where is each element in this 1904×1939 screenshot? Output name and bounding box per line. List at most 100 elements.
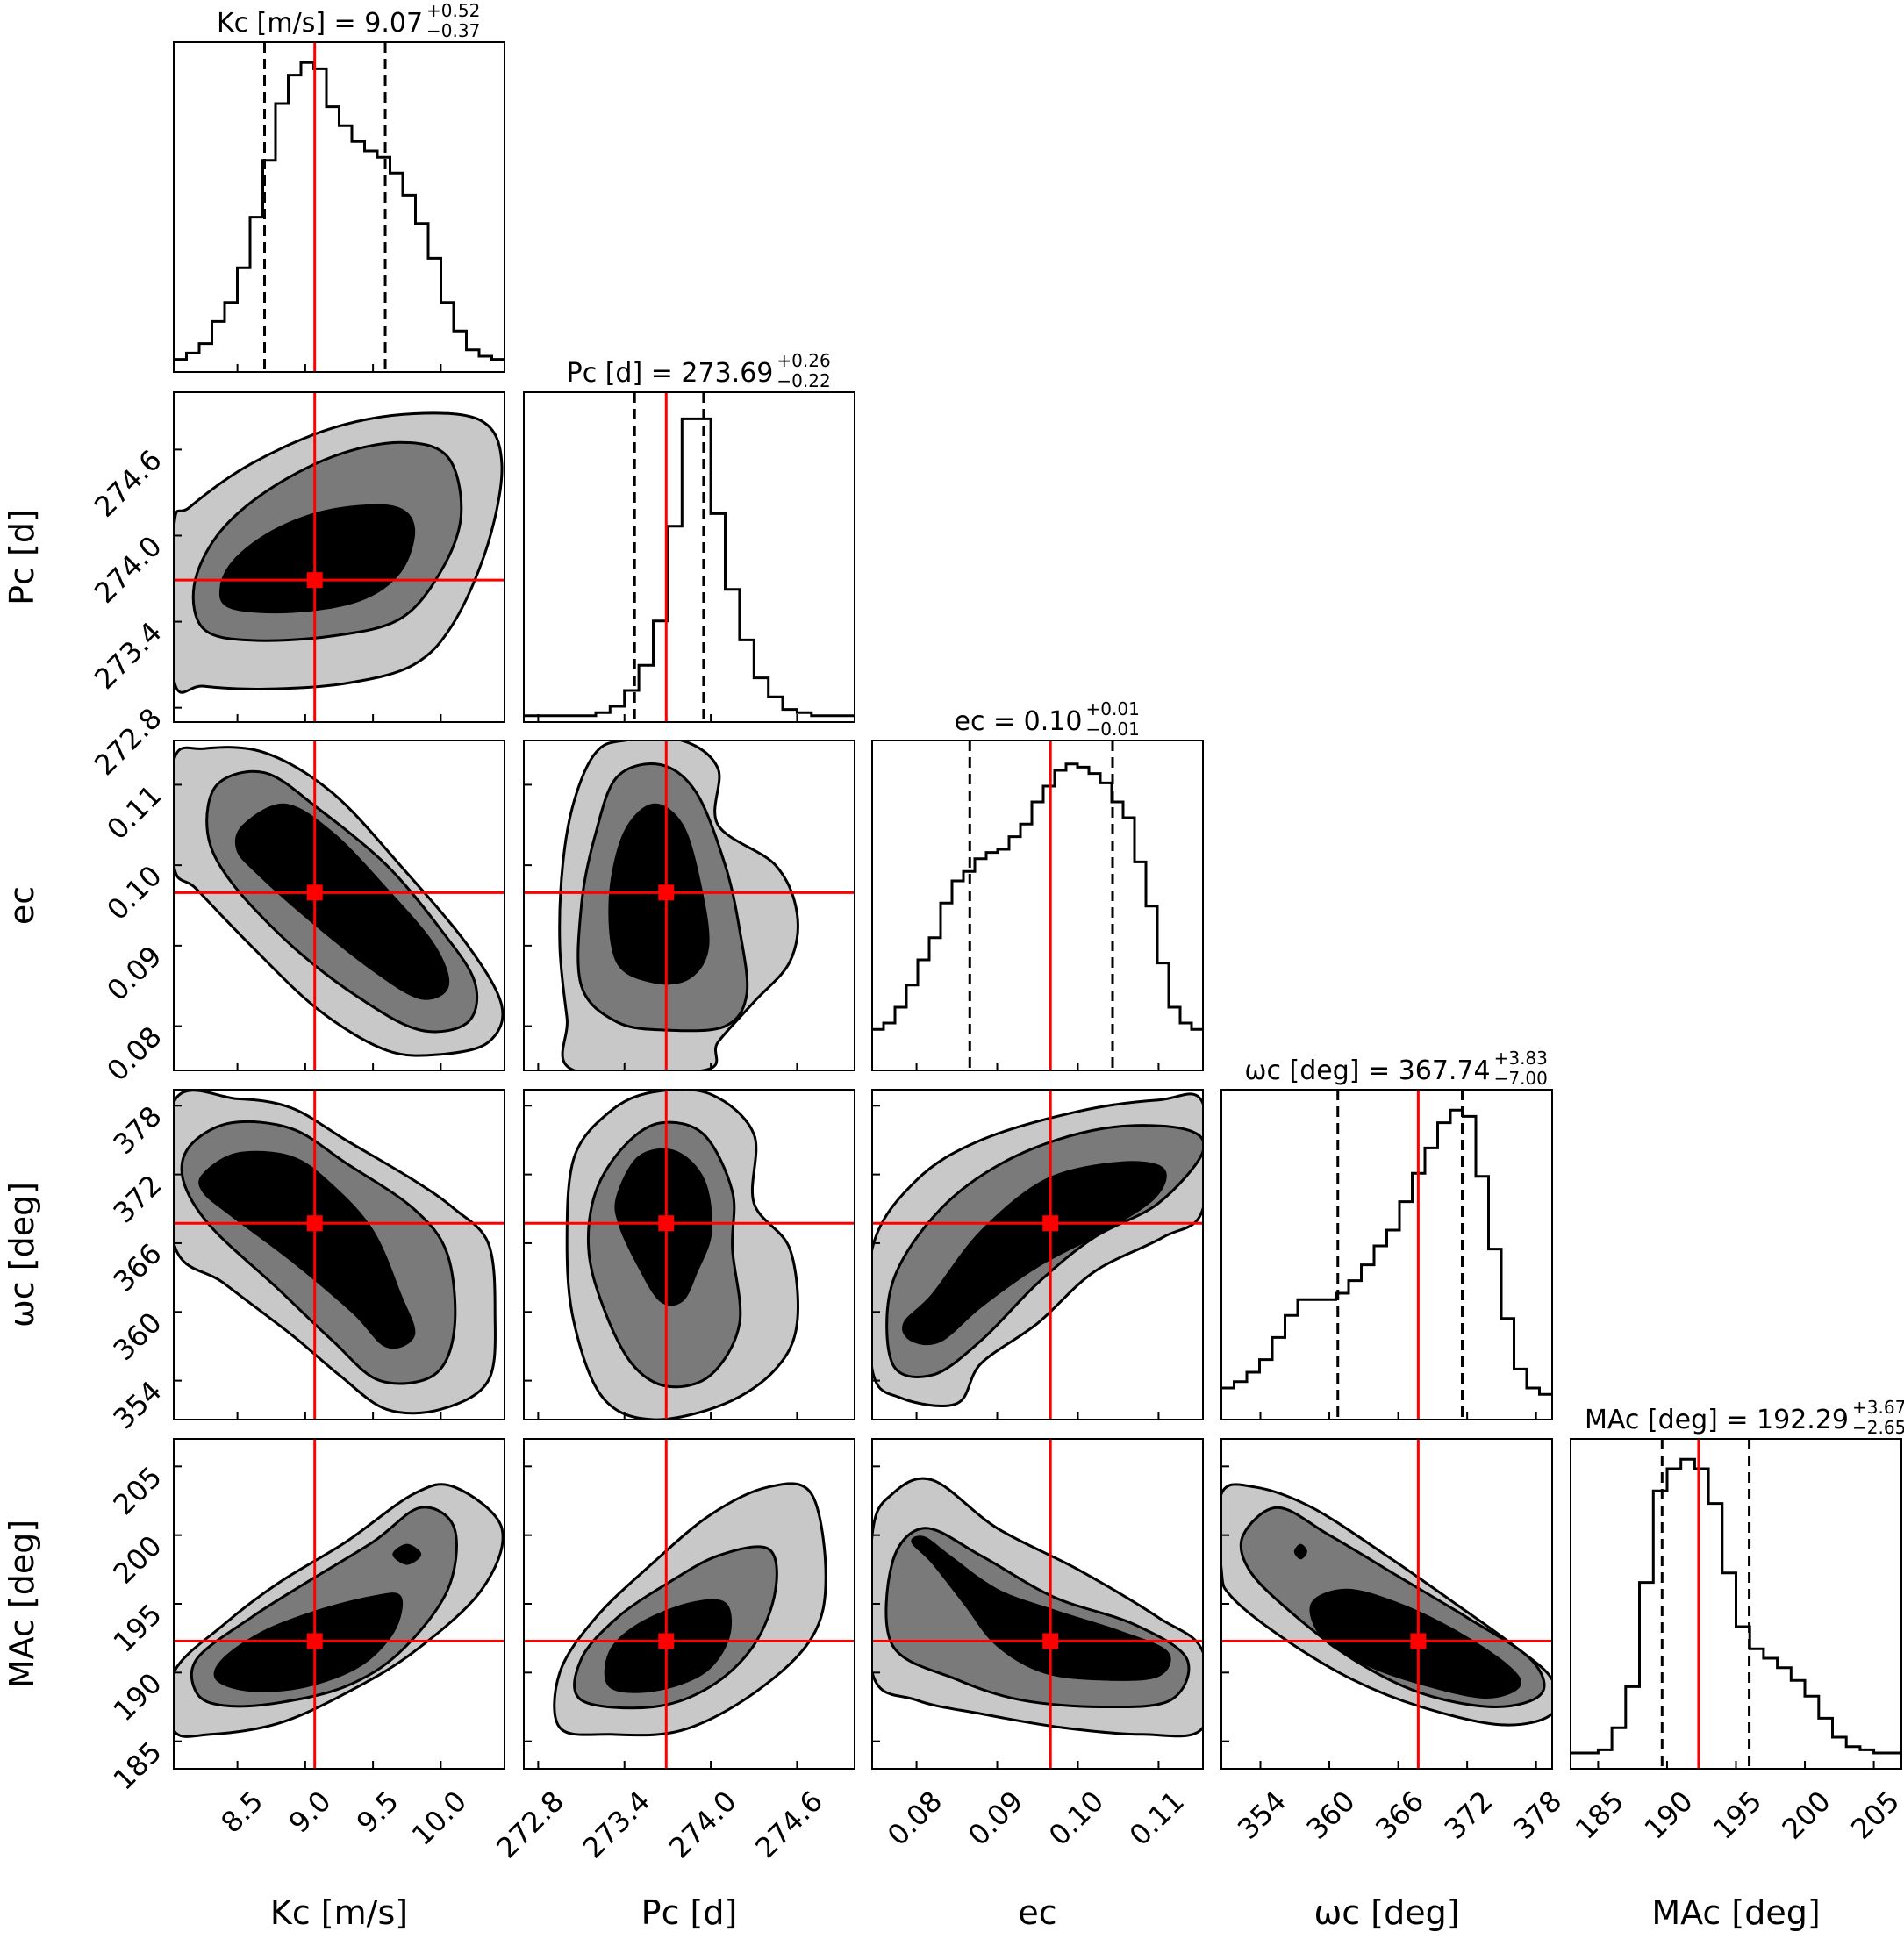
x-tick-label-w: 354 <box>1231 1785 1292 1846</box>
contour-island <box>1293 1543 1307 1560</box>
panel-frame <box>523 740 855 1071</box>
panel-e-vs-w <box>872 1090 1203 1420</box>
x-axis-label-w: ωc [deg] <box>1313 1893 1459 1932</box>
y-axis-label-e: ec <box>3 886 41 925</box>
x-tick-label-w: 372 <box>1438 1785 1500 1846</box>
panel-e-vs-MA <box>872 1439 1203 1769</box>
truth-marker <box>1042 1215 1059 1232</box>
histogram-title-lower-K: −0.37 <box>426 20 480 41</box>
histogram-steps <box>174 61 505 361</box>
x-tick-label-w: 366 <box>1369 1785 1430 1846</box>
x-axis-label-P: Pc [d] <box>641 1893 738 1932</box>
y-tick-label-e: 0.08 <box>100 1020 168 1087</box>
y-tick-label-MA: 200 <box>107 1528 168 1590</box>
histogram-MA <box>1571 1439 1901 1769</box>
truth-marker <box>306 884 323 901</box>
panel-P-vs-MA <box>524 1439 855 1769</box>
x-tick-label-e: 0.08 <box>881 1785 948 1852</box>
x-tick-label-P: 272.8 <box>490 1785 570 1865</box>
histogram-steps <box>872 762 1203 1031</box>
contour-island <box>392 1543 422 1565</box>
x-tick-label-MA: 205 <box>1844 1785 1904 1846</box>
panel-P-vs-e <box>524 741 855 1070</box>
histogram-title-upper-e: +0.01 <box>1086 698 1140 719</box>
histogram-title-w: ωc [deg] = 367.74 <box>1244 1055 1490 1086</box>
contour-level-3 <box>234 803 450 1000</box>
x-tick-label-P: 274.6 <box>748 1785 829 1865</box>
panel-background <box>174 42 505 372</box>
x-tick-label-MA: 195 <box>1707 1785 1768 1846</box>
histogram-title-upper-w: +3.83 <box>1494 1048 1548 1069</box>
truth-marker <box>658 1633 675 1649</box>
truth-marker <box>658 884 675 901</box>
y-tick-label-e: 0.10 <box>100 859 168 927</box>
y-axis-label-w: ωc [deg] <box>3 1182 41 1327</box>
histogram-title-lower-e: −0.01 <box>1086 719 1140 740</box>
histogram-steps <box>524 417 855 718</box>
y-tick-label-MA: 185 <box>107 1735 168 1796</box>
histogram-title-lower-w: −7.00 <box>1494 1068 1548 1089</box>
x-tick-label-K: 9.5 <box>350 1785 405 1840</box>
histogram-steps <box>1221 1108 1552 1396</box>
x-tick-label-K: 10.0 <box>405 1785 473 1852</box>
histogram-title-lower-MA: −2.65 <box>1852 1417 1904 1438</box>
panel-frame <box>173 1089 505 1420</box>
histogram-title-MA: MAc [deg] = 192.29 <box>1585 1405 1849 1435</box>
y-tick-label-w: 366 <box>107 1237 168 1299</box>
contour-level-3 <box>902 1161 1167 1346</box>
panel-frame <box>871 1089 1204 1420</box>
histogram-w <box>1221 1090 1552 1420</box>
panel-K-vs-w <box>174 1090 505 1420</box>
panel-K-vs-MA <box>174 1439 505 1769</box>
histogram-K <box>174 42 505 372</box>
x-tick-label-e: 0.09 <box>962 1785 1029 1852</box>
y-axis-label-P: Pc [d] <box>3 509 41 605</box>
x-tick-label-w: 378 <box>1507 1785 1568 1846</box>
histogram-steps <box>1571 1457 1901 1755</box>
panel-frame <box>173 740 505 1071</box>
x-tick-label-K: 9.0 <box>283 1785 338 1840</box>
truth-marker <box>1042 1633 1059 1649</box>
x-tick-label-e: 0.10 <box>1042 1785 1110 1852</box>
contour-level-3 <box>198 1150 416 1349</box>
histogram-title-upper-MA: +3.67 <box>1852 1397 1904 1418</box>
panel-frame <box>173 41 505 373</box>
panel-K-vs-P <box>174 392 505 722</box>
histogram-title-e: ec = 0.10 <box>955 706 1083 737</box>
histogram-title-P: Pc [d] = 273.69 <box>567 358 774 389</box>
x-tick-label-P: 273.4 <box>576 1785 657 1865</box>
y-tick-label-MA: 195 <box>107 1598 168 1659</box>
panel-frame <box>871 740 1204 1071</box>
x-tick-label-P: 274.0 <box>662 1785 743 1865</box>
y-tick-label-e: 0.09 <box>100 940 168 1007</box>
histogram-title-lower-P: −0.22 <box>777 370 830 391</box>
y-tick-label-e: 0.11 <box>100 778 168 846</box>
x-tick-label-e: 0.11 <box>1123 1785 1191 1852</box>
y-tick-label-P: 273.4 <box>88 615 168 696</box>
truth-marker <box>306 1215 323 1232</box>
contour-level-3 <box>218 504 416 614</box>
x-axis-label-K: Kc [m/s] <box>270 1893 408 1932</box>
x-tick-label-MA: 185 <box>1569 1785 1630 1846</box>
y-tick-label-w: 372 <box>107 1168 168 1229</box>
panel-frame <box>523 391 855 723</box>
x-tick-label-MA: 190 <box>1638 1785 1700 1846</box>
y-tick-label-P: 274.0 <box>88 529 168 610</box>
x-tick-label-K: 8.5 <box>214 1785 269 1840</box>
x-tick-label-w: 360 <box>1300 1785 1362 1846</box>
y-tick-label-P: 272.8 <box>88 701 168 782</box>
truth-marker <box>658 1215 675 1232</box>
truth-marker <box>306 572 323 589</box>
truth-marker <box>306 1633 323 1649</box>
y-axis-label-MA: MAc [deg] <box>3 1520 41 1688</box>
panel-P-vs-w <box>524 1090 855 1420</box>
x-tick-label-MA: 200 <box>1776 1785 1837 1846</box>
panel-K-vs-e <box>174 741 505 1070</box>
truth-marker <box>1410 1633 1427 1649</box>
contour-level-3 <box>911 1535 1171 1681</box>
histogram-title-upper-K: +0.52 <box>426 0 480 21</box>
y-tick-label-MA: 190 <box>107 1666 168 1728</box>
panel-frame <box>1220 1089 1553 1420</box>
x-axis-label-MA: MAc [deg] <box>1651 1893 1820 1932</box>
